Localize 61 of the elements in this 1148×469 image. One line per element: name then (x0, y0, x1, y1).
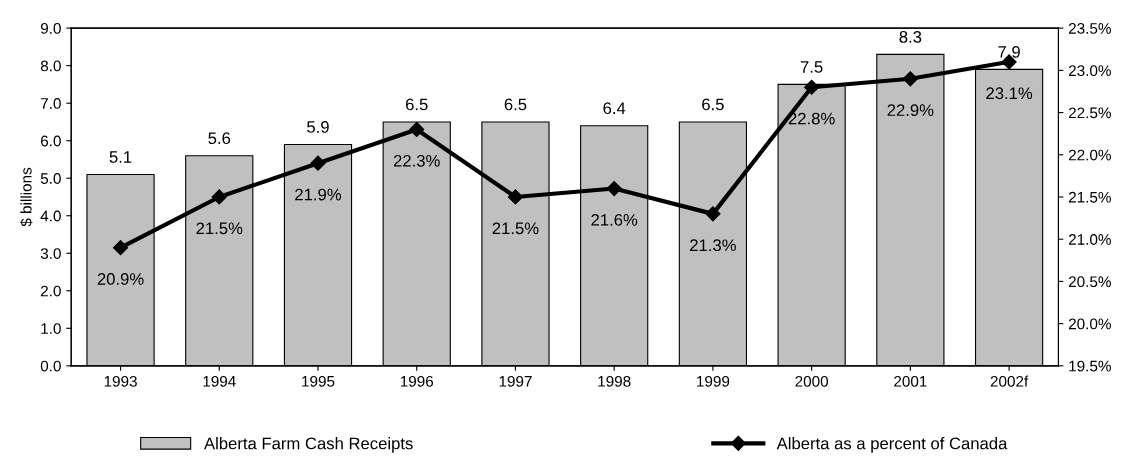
point (705, 206, 721, 222)
x-tick-label: 1998 (598, 375, 631, 387)
data-label: 6.5 (504, 98, 527, 111)
data-label: 8.3 (899, 30, 922, 43)
point (310, 155, 326, 171)
point (409, 121, 425, 138)
legend-label: Alberta as a percent of Canada (776, 437, 1008, 453)
data-label: 6.5 (702, 98, 724, 111)
x-tick-label: 1994 (203, 375, 236, 387)
y-tick-label: 8.0 (40, 60, 61, 72)
point (902, 71, 918, 87)
data-label: 20.9% (97, 273, 144, 285)
legend-label: Alberta Farm Cash Receipts (204, 437, 413, 453)
y-axis-title: $ billions (20, 167, 33, 227)
point (804, 79, 820, 95)
data-label: 7.9 (998, 45, 1020, 58)
y-tick-label: 6.0 (40, 135, 61, 147)
y2-tick-label: 23.5% (1068, 23, 1111, 34)
data-label: 21.6% (591, 213, 638, 226)
data-label: 22.8% (788, 112, 835, 125)
data-label: 23.1% (986, 87, 1033, 100)
x-tick-label: 1996 (400, 375, 434, 387)
data-label: 21.5% (492, 222, 539, 235)
data-label: 21.9% (295, 188, 342, 201)
y2-tick-label: 23.0% (1068, 65, 1111, 77)
x-tick-label: 1995 (302, 375, 335, 387)
y2-tick-label: 20.0% (1068, 318, 1111, 330)
x-tick-label: 2002f (990, 375, 1029, 387)
x-tick-label: 2001 (894, 375, 927, 387)
data-label: 21.5% (196, 222, 243, 235)
x-tick-label: 2000 (795, 375, 829, 387)
y2-tick-label: 22.0% (1068, 149, 1111, 161)
x-tick-label: 1997 (499, 375, 532, 387)
data-label: 6.5 (405, 98, 428, 111)
data-label: 7.5 (800, 61, 823, 73)
y-tick-label: 5.0 (40, 173, 61, 184)
data-label: 5.6 (208, 132, 231, 145)
y-tick-label: 9.0 (40, 23, 61, 34)
data-label: 21.3% (690, 239, 736, 252)
y-tick-label: 3.0 (40, 248, 61, 259)
y-tick-label: 4.0 (40, 210, 61, 222)
x-tick-label: 1999 (697, 375, 730, 387)
y-tick-label: 7.0 (41, 98, 61, 109)
data-label: 6.4 (603, 102, 626, 115)
y2-tick-label: 22.5% (1068, 107, 1111, 119)
point (112, 240, 129, 256)
point (507, 189, 524, 205)
data-label: 5.9 (307, 121, 329, 133)
data-label: 22.3% (393, 154, 440, 167)
data-label: 5.1 (109, 151, 132, 163)
y2-tick-label: 21.5% (1068, 191, 1111, 203)
y-tick-label: 0.0 (40, 360, 61, 372)
data-label: 22.9% (887, 104, 934, 117)
y-tick-label: 1.0 (41, 323, 61, 334)
y2-tick-label: 20.5% (1068, 276, 1111, 288)
x-tick-label: 1993 (104, 375, 137, 387)
y2-tick-label: 21.0% (1068, 234, 1111, 245)
point (606, 180, 622, 197)
y2-tick-label: 19.5% (1069, 360, 1111, 372)
point (211, 189, 227, 205)
y-tick-label: 2.0 (40, 285, 61, 297)
